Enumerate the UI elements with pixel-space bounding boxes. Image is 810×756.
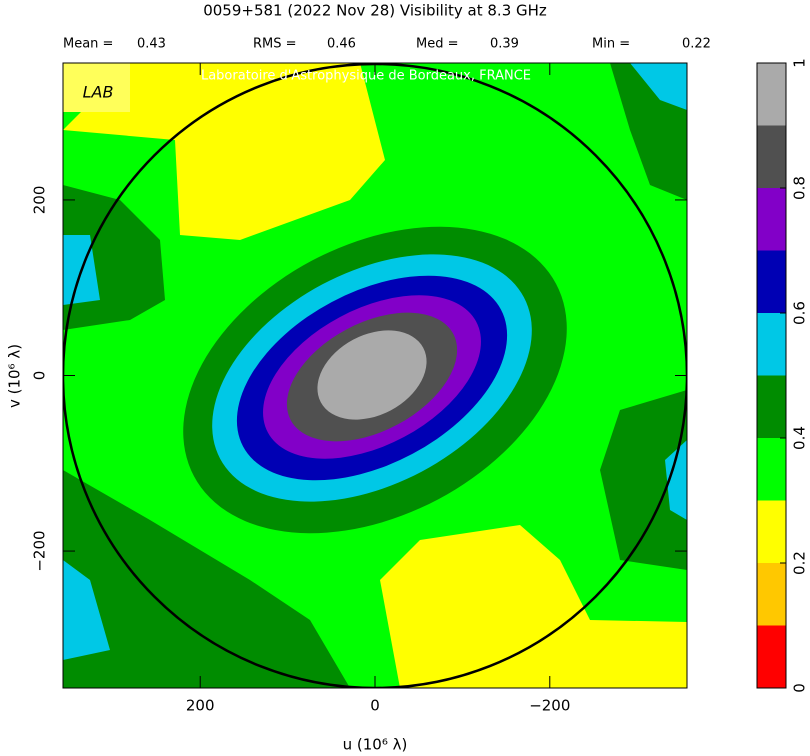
stat-label: Min =	[592, 37, 630, 52]
region	[63, 63, 385, 240]
x-tick-label: −200	[529, 697, 570, 715]
y-tick-label: 0	[31, 371, 49, 381]
colorbar-segment	[757, 188, 786, 251]
colorbar-segment	[757, 625, 786, 688]
colorbar-tick-label: 0.4	[791, 426, 809, 450]
y-tick-label: −200	[31, 530, 49, 571]
colorbar-tick-label: 0.6	[791, 301, 809, 325]
colorbar-tick-label: 0	[791, 683, 809, 693]
logo: LAB	[83, 83, 114, 102]
stat-value: 0.43	[137, 37, 166, 52]
stat-label: Mean =	[63, 37, 113, 52]
x-tick-label: 200	[186, 697, 215, 715]
region	[317, 330, 427, 420]
colorbar-tick-label: 0.8	[791, 176, 809, 200]
credit: Laboratoire d'Astrophysique de Bordeaux,…	[201, 69, 531, 84]
logo-box	[63, 63, 130, 112]
colorbar-segment	[757, 563, 786, 626]
stat-label: Med =	[416, 37, 459, 52]
region	[63, 63, 687, 688]
colorbar-segment	[757, 438, 786, 501]
colorbar-tick-label: 0.2	[791, 551, 809, 575]
colorbar-segment	[757, 63, 786, 126]
stat-value: 0.39	[490, 37, 519, 52]
colorbar-segment	[757, 313, 786, 376]
chart-title: 0059+581 (2022 Nov 28) Visibility at 8.3…	[203, 2, 547, 20]
colorbar-frame	[756, 62, 787, 689]
y-axis-label: v (10⁶ λ)	[6, 344, 24, 408]
x-axis-label: u (10⁶ λ)	[343, 736, 408, 754]
y-tick-label: 200	[31, 186, 49, 215]
colorbar-segment	[757, 250, 786, 313]
region	[380, 525, 687, 688]
stat-label: RMS =	[253, 37, 297, 52]
colorbar-segment	[757, 125, 786, 188]
colorbar-segment	[757, 500, 786, 563]
stat-value: 0.22	[682, 37, 711, 52]
x-tick-label: 0	[370, 697, 380, 715]
contour-map	[63, 63, 687, 688]
colorbar-tick-label: 1	[791, 58, 809, 68]
colorbar-segment	[757, 375, 786, 438]
stat-value: 0.46	[327, 37, 356, 52]
